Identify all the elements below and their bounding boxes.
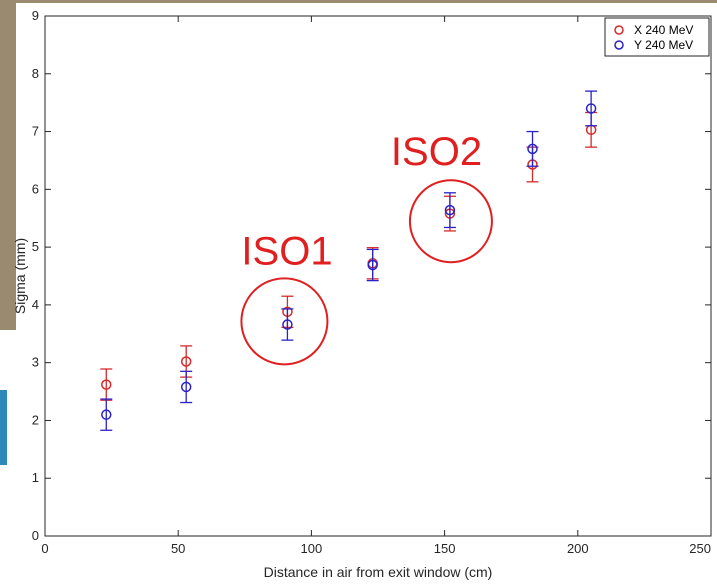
y-tick-label: 8 <box>32 66 39 81</box>
y-tick-label: 6 <box>32 181 39 196</box>
annotation-label: ISO1 <box>241 229 332 273</box>
y-tick-label: 3 <box>32 355 39 370</box>
axis-ticks: 0 50 100 150 200 250 0 1 2 3 4 5 6 7 8 9 <box>32 8 712 556</box>
backdrop-photo-strip <box>0 0 16 330</box>
series-y <box>100 90 598 431</box>
y-tick-label: 0 <box>32 528 39 543</box>
y-tick-label: 5 <box>32 239 39 254</box>
data-point <box>180 381 192 393</box>
data-point <box>527 143 538 155</box>
annotation-label: ISO2 <box>391 130 482 174</box>
x-tick-label: 250 <box>689 541 711 556</box>
annotation-circle <box>408 179 493 264</box>
data-point <box>180 356 192 367</box>
data-point <box>282 319 293 330</box>
plot-area <box>44 15 712 537</box>
series-x <box>100 111 598 401</box>
annotation-layer: ISO1 ISO2 <box>240 130 493 366</box>
data-point <box>444 204 456 216</box>
data-point <box>101 379 112 390</box>
data-point <box>101 409 112 420</box>
legend-label: Y 240 MeV <box>634 38 693 52</box>
x-tick-label: 0 <box>41 541 48 556</box>
x-tick-label: 50 <box>171 541 185 556</box>
x-tick-label: 200 <box>567 541 589 556</box>
y-tick-label: 7 <box>32 124 39 139</box>
x-tick-label: 100 <box>301 541 323 556</box>
y-tick-label: 9 <box>32 8 39 23</box>
data-point <box>585 103 597 114</box>
legend-marker <box>614 25 624 35</box>
backdrop-photo-top <box>16 0 717 3</box>
legend-label: X 240 MeV <box>634 23 693 37</box>
legend-box <box>604 17 710 57</box>
data-point <box>367 259 378 271</box>
plot-frame <box>44 15 712 537</box>
series-layer <box>100 90 598 431</box>
annotation-circle <box>240 277 329 366</box>
x-axis-title: Distance in air from exit window (cm) <box>264 564 493 580</box>
y-tick-label: 4 <box>32 297 39 312</box>
y-tick-label: 1 <box>32 470 39 485</box>
y-axis-title: Sigma (mm) <box>12 238 28 314</box>
y-tick-label: 2 <box>32 412 39 427</box>
x-tick-label: 150 <box>434 541 456 556</box>
legend-marker <box>614 40 624 50</box>
backdrop-accent-strip <box>0 390 7 465</box>
